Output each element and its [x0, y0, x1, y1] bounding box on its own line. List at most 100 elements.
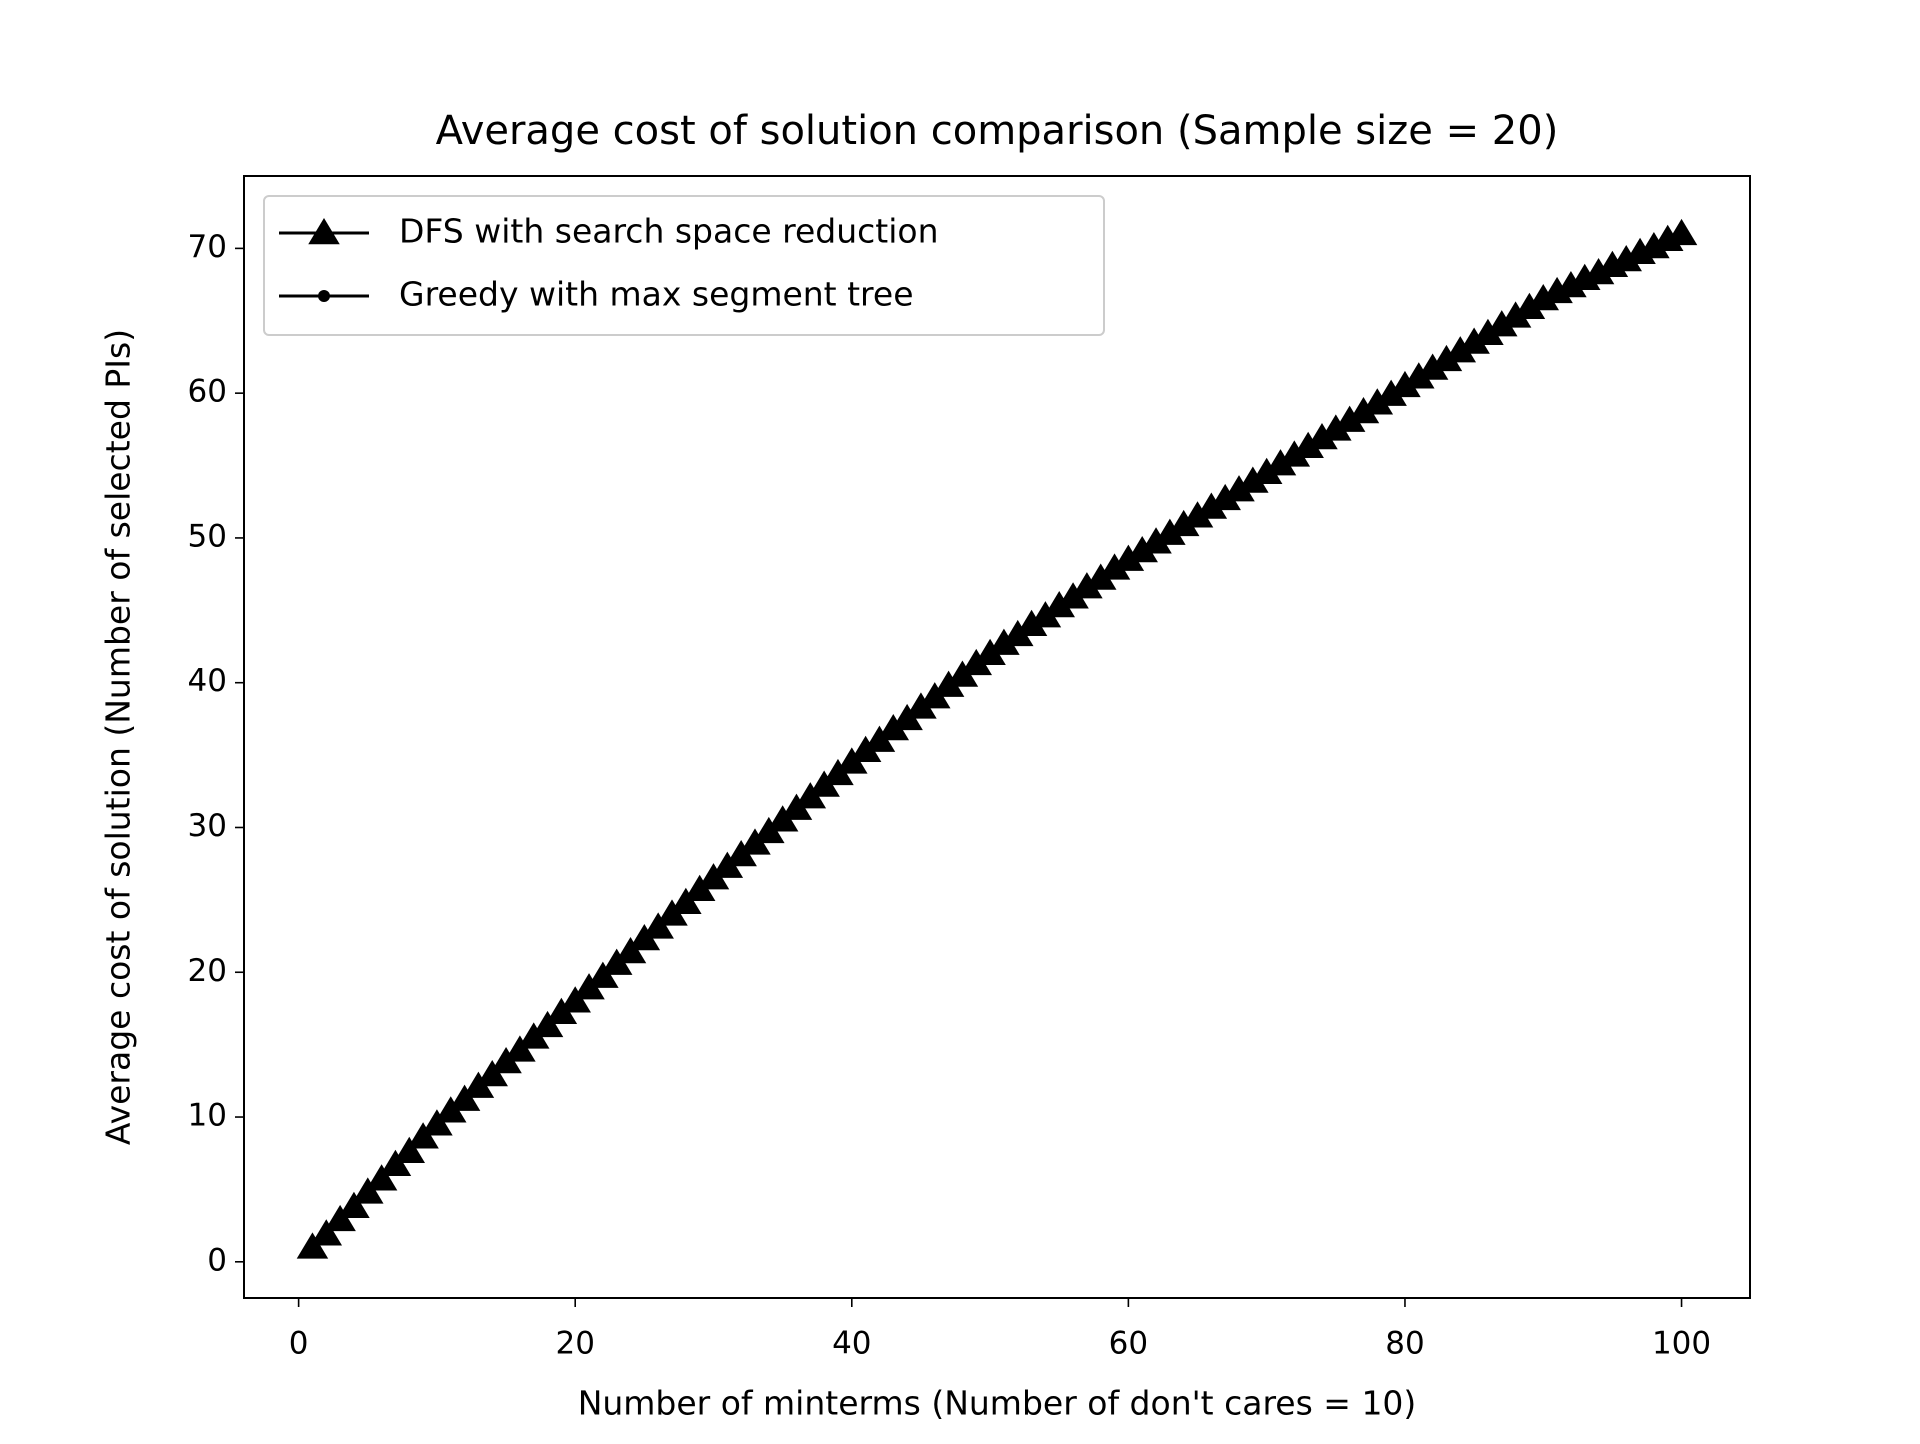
data-point	[1260, 466, 1273, 479]
data-point	[1080, 581, 1093, 594]
y-axis-label: Average cost of solution (Number of sele…	[99, 329, 138, 1145]
data-point	[458, 1093, 471, 1106]
data-point	[887, 723, 900, 736]
data-point	[901, 712, 914, 725]
data-point	[583, 982, 596, 995]
data-point	[1329, 423, 1342, 436]
data-point	[1537, 293, 1550, 306]
data-point	[1108, 562, 1121, 575]
legend: DFS with search space reduction Greedy wi…	[263, 195, 1105, 336]
data-point	[486, 1069, 499, 1082]
data-point	[1426, 362, 1439, 375]
data-point	[1053, 599, 1066, 612]
data-point	[735, 848, 748, 861]
data-point	[403, 1145, 416, 1158]
data-point	[1315, 432, 1328, 445]
data-point	[776, 814, 789, 827]
y-tick-label: 20	[188, 953, 227, 989]
data-point	[555, 1006, 568, 1019]
x-tick-label: 60	[1109, 1326, 1148, 1362]
series-line	[311, 232, 1683, 1249]
y-tick-label: 30	[188, 808, 227, 844]
data-point	[1398, 379, 1411, 392]
data-point	[610, 957, 623, 970]
data-point	[1025, 618, 1038, 631]
data-point	[818, 779, 831, 792]
legend-label: Greedy with max segment tree	[399, 275, 914, 314]
data-point	[1343, 414, 1356, 427]
data-point	[389, 1158, 402, 1171]
x-tick-label: 40	[832, 1326, 871, 1362]
data-point	[1620, 253, 1633, 266]
x-tick-label: 20	[555, 1326, 594, 1362]
data-point	[652, 921, 665, 934]
legend-label: DFS with search space reduction	[399, 212, 939, 251]
data-point	[1647, 240, 1660, 253]
data-point	[1523, 301, 1536, 314]
y-tick-label: 50	[188, 518, 227, 554]
data-point	[569, 995, 582, 1008]
x-tick-label: 100	[1652, 1326, 1711, 1362]
data-point	[1274, 458, 1287, 471]
data-point	[500, 1056, 513, 1069]
data-point	[1094, 572, 1107, 585]
data-point	[596, 970, 609, 983]
data-point	[1454, 345, 1467, 358]
data-point	[1564, 280, 1577, 293]
data-point	[831, 767, 844, 780]
y-tick-label: 70	[188, 229, 227, 265]
data-point	[1136, 544, 1149, 557]
data-point	[1675, 227, 1688, 240]
data-point	[1357, 405, 1370, 418]
y-tick-label: 60	[188, 374, 227, 410]
data-point	[1039, 610, 1052, 623]
chart-title: Average cost of solution comparison (Sam…	[436, 108, 1559, 154]
data-point	[1233, 484, 1246, 497]
data-point	[1509, 310, 1522, 323]
data-point	[693, 883, 706, 896]
data-point	[1661, 233, 1674, 246]
data-point	[638, 932, 651, 945]
data-point	[1606, 259, 1619, 272]
data-point	[1163, 527, 1176, 540]
legend-box	[263, 195, 1105, 336]
data-point	[624, 945, 637, 958]
data-point	[970, 657, 983, 670]
data-point	[942, 679, 955, 692]
data-point	[762, 825, 775, 838]
data-point	[375, 1173, 388, 1186]
data-point	[1440, 353, 1453, 366]
data-point	[928, 691, 941, 704]
data-point	[1592, 266, 1605, 279]
data-point	[1067, 591, 1080, 604]
axes-frame	[243, 175, 1751, 1299]
data-point	[513, 1044, 526, 1057]
data-point	[679, 896, 692, 909]
data-point	[417, 1131, 430, 1144]
data-point	[1205, 501, 1218, 514]
data-point	[1150, 536, 1163, 549]
data-point	[1302, 440, 1315, 453]
y-tick-label: 40	[188, 663, 227, 699]
data-point	[347, 1200, 360, 1213]
data-point	[997, 637, 1010, 650]
data-point	[1495, 319, 1508, 332]
data-point	[1177, 518, 1190, 531]
data-point	[541, 1019, 554, 1032]
data-point	[666, 908, 679, 921]
data-point	[804, 791, 817, 804]
data-point	[1219, 492, 1232, 505]
data-point	[956, 669, 969, 682]
data-point	[1191, 510, 1204, 523]
x-tick-label: 80	[1385, 1326, 1424, 1362]
legend-marker	[308, 218, 340, 245]
data-point	[361, 1186, 374, 1199]
data-point	[1481, 327, 1494, 340]
data-point	[721, 860, 734, 873]
data-point	[1412, 371, 1425, 384]
data-point	[320, 1228, 333, 1241]
data-point	[984, 647, 997, 660]
data-point	[527, 1031, 540, 1044]
data-point	[1371, 397, 1384, 410]
